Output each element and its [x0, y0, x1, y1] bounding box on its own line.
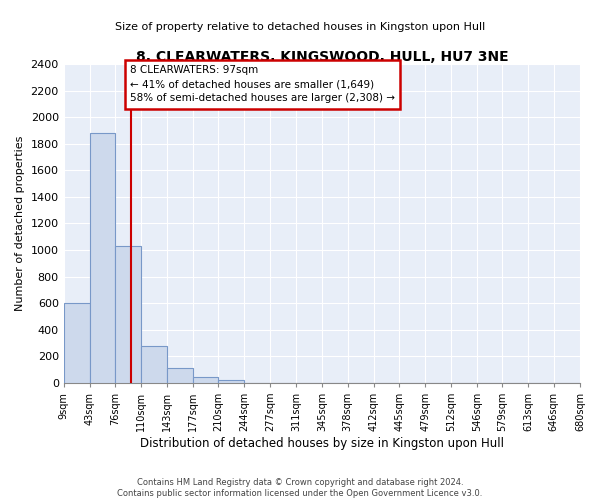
Y-axis label: Number of detached properties: Number of detached properties [15, 136, 25, 311]
Text: 8 CLEARWATERS: 97sqm
← 41% of detached houses are smaller (1,649)
58% of semi-de: 8 CLEARWATERS: 97sqm ← 41% of detached h… [130, 66, 395, 104]
Bar [90, 133, 115, 383]
Bar [64, 303, 90, 383]
Bar [167, 368, 193, 383]
Bar [115, 246, 142, 383]
Bar [142, 346, 167, 383]
Title: 8, CLEARWATERS, KINGSWOOD, HULL, HU7 3NE: 8, CLEARWATERS, KINGSWOOD, HULL, HU7 3NE [136, 50, 508, 64]
Bar [218, 380, 244, 383]
Text: Size of property relative to detached houses in Kingston upon Hull: Size of property relative to detached ho… [115, 22, 485, 32]
Bar [193, 377, 218, 383]
Text: Contains HM Land Registry data © Crown copyright and database right 2024.
Contai: Contains HM Land Registry data © Crown c… [118, 478, 482, 498]
X-axis label: Distribution of detached houses by size in Kingston upon Hull: Distribution of detached houses by size … [140, 437, 504, 450]
